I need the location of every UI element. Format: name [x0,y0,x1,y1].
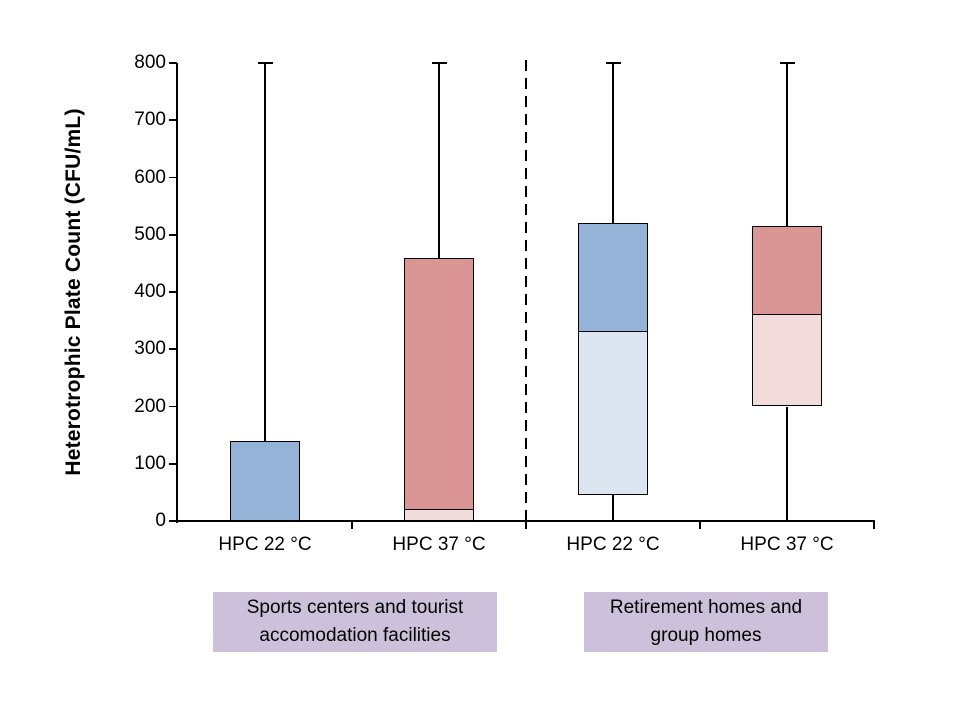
y-axis-tick-label: 400 [134,281,166,302]
y-axis-tick [169,62,177,64]
box-upper-quartile [230,440,300,521]
y-axis-tick [169,405,177,408]
group-label-line: group homes [650,625,762,646]
x-axis-tick [873,521,875,529]
upper-whisker-cap [257,62,273,64]
group-label-line: accomodation facilities [259,625,451,646]
y-axis-tick-label: 200 [134,395,166,417]
group-label-line: Sports centers and tourist [246,597,464,618]
group-label-sports: Sports centers and tourist accomodation … [213,592,497,652]
x-axis-tick [699,521,701,529]
y-axis-tick [169,119,177,122]
y-axis-tick-label: 600 [134,166,166,188]
y-axis-tick [169,291,177,293]
group-label-retirement: Retirement homes and group homes [584,592,828,652]
upper-whisker-cap [779,62,795,64]
y-axis-title: Heterotrophic Plate Count (CFU/mL) [62,108,85,476]
lower-whisker [612,495,614,521]
box-upper-quartile [404,257,474,510]
lower-whisker [786,406,788,521]
group-label-line: Retirement homes and [609,597,803,618]
x-axis-line [176,520,875,522]
box-upper-quartile [752,226,822,315]
y-axis-tick-label: 800 [134,52,166,73]
y-axis-tick-label: 300 [134,338,166,360]
upper-whisker-cap [431,62,447,64]
upper-whisker [612,63,614,224]
upper-whisker-cap [605,62,621,64]
y-axis-tick-label: 0 [155,510,166,531]
y-axis-tick-label: 500 [134,223,166,245]
y-axis-tick-label: 100 [134,452,166,474]
x-axis-tick [351,521,353,529]
box-lower-quartile [578,332,648,496]
x-category-label: HPC 22 °C [566,534,660,555]
y-axis-tick [169,233,177,236]
y-axis-tick-label: 700 [134,109,166,131]
box-lower-quartile [752,314,822,407]
y-axis-tick [169,348,177,351]
upper-whisker [786,63,788,227]
y-axis-tick [169,462,177,465]
x-axis-tick [525,521,527,529]
y-axis-line [176,63,179,523]
upper-whisker [264,63,266,441]
x-category-label: HPC 37 °C [740,534,834,555]
box-upper-quartile [578,223,648,333]
y-axis-tick [169,176,177,179]
y-axis-tick [169,520,177,522]
x-category-label: HPC 37 °C [392,534,486,555]
x-category-label: HPC 22 °C [218,534,312,555]
group-separator-line [525,60,527,521]
upper-whisker [438,63,440,258]
